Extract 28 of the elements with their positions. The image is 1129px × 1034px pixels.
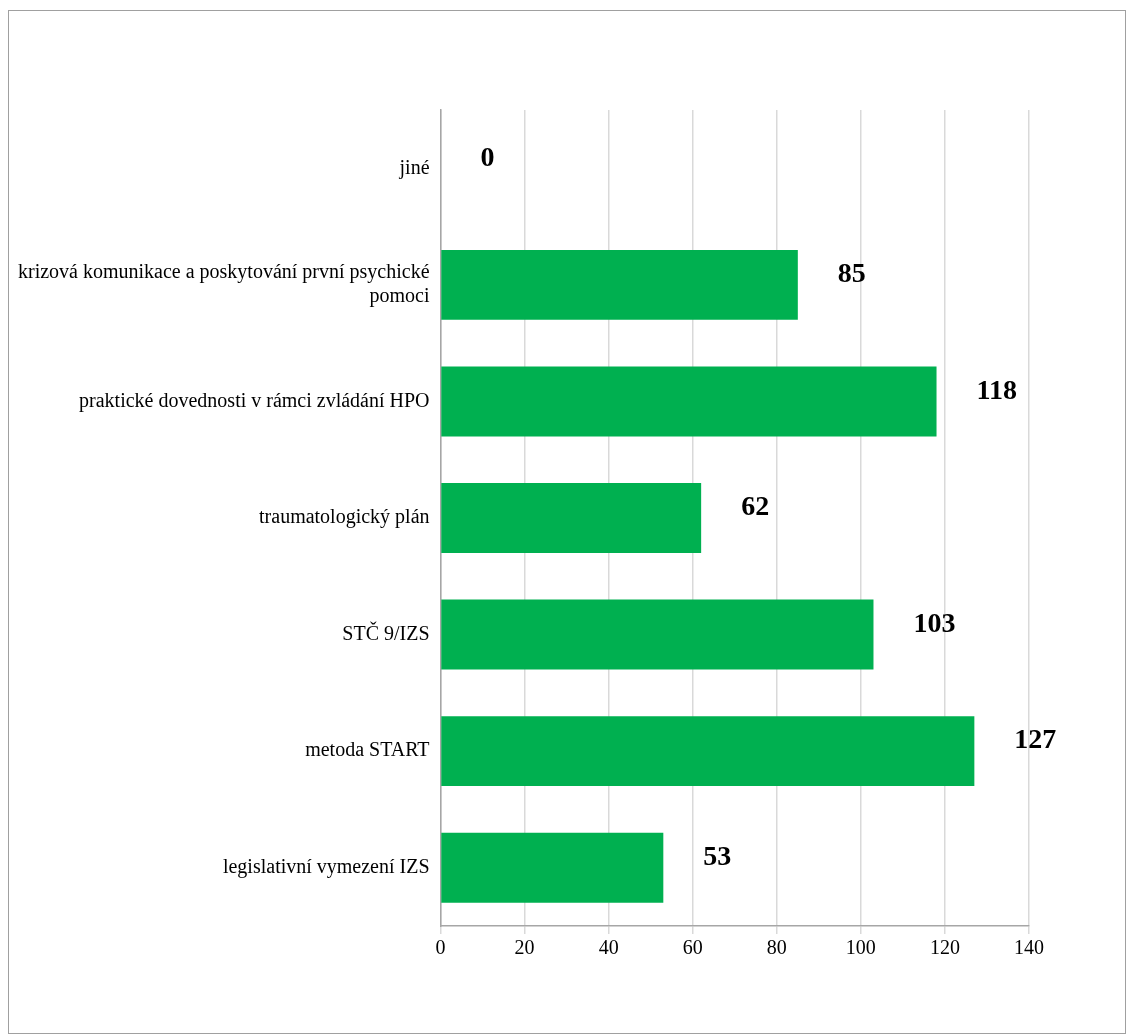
x-tick-label: 100	[845, 936, 876, 959]
x-tick-label: 40	[598, 936, 619, 959]
y-tick-label: jiné	[398, 155, 430, 179]
y-tick-label: STČ 9/IZS	[342, 620, 430, 644]
y-tick-label: legislativní vymezení IZS	[222, 854, 430, 878]
x-tick-label: 20	[514, 936, 535, 959]
x-tick-label: 80	[766, 936, 787, 959]
data-label: 118	[976, 373, 1017, 405]
y-tick-label: traumatologický plán	[259, 505, 430, 529]
bar	[441, 249, 798, 320]
bar	[441, 832, 664, 903]
y-tick-label: metoda START	[305, 738, 430, 761]
data-label: 85	[837, 257, 866, 289]
x-tick-label: 120	[929, 936, 960, 959]
x-tick-label: 140	[1014, 936, 1044, 959]
data-label: 0	[480, 140, 495, 172]
x-tick-label: 0	[435, 936, 446, 959]
data-label: 127	[1014, 723, 1057, 755]
x-tick-label: 60	[682, 936, 703, 959]
y-tick-label: krizová komunikace a poskytování první psychické pomoci	[17, 260, 430, 308]
y-tick-label: praktické dovednosti v rámci zvládání HPO	[79, 388, 430, 412]
bar	[441, 483, 702, 553]
data-label: 62	[741, 490, 770, 522]
data-label: 103	[913, 606, 956, 638]
data-label: 53	[703, 839, 732, 871]
bar	[441, 366, 937, 437]
bar	[441, 716, 975, 787]
bar	[441, 599, 874, 670]
